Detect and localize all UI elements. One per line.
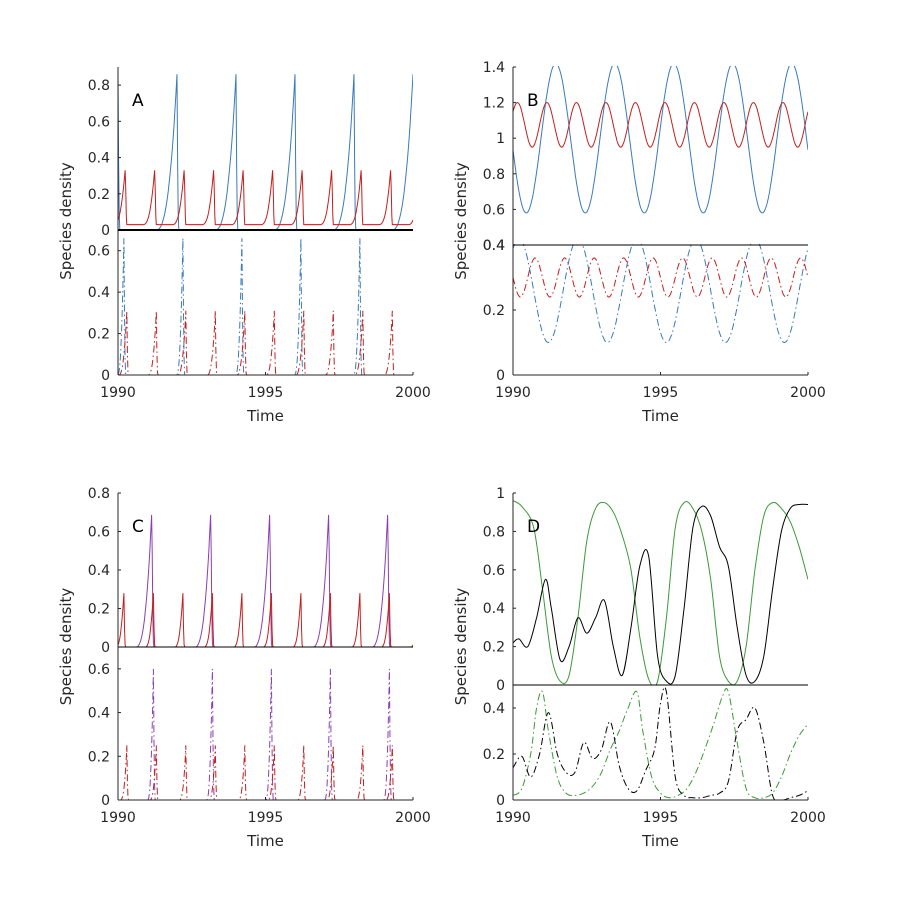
series-line-blue-dashdot — [513, 244, 808, 344]
subplot-bottom: 0 0.2 0.4 0.6 — [88, 238, 413, 384]
y-tick-label: 0.4 — [483, 238, 505, 254]
y-tick-label: 1.2 — [483, 96, 505, 112]
x-tick-label: 2000 — [395, 810, 431, 826]
y-tick-label: 0.2 — [88, 602, 110, 618]
y-tick-label: 0 — [101, 223, 110, 239]
series-line-black-dashdot — [513, 686, 808, 800]
y-axis-title: Species density — [452, 162, 470, 280]
series-line-purple-dashdot — [118, 668, 413, 800]
subplot-bottom: 0 0.2 0.4 0.6 — [88, 662, 413, 809]
y-tick-label: 0.2 — [88, 749, 110, 765]
x-tick-label: 2000 — [790, 385, 826, 401]
subplot-top: 0 0.2 0.4 0.6 0.8 — [88, 486, 413, 656]
subplot-bottom: 0 0.2 0.4 — [483, 686, 808, 809]
y-axis-title: Species density — [452, 588, 470, 706]
y-axis-title: Species density — [57, 588, 75, 706]
y-tick-label: 0.6 — [483, 563, 505, 579]
panel-d: 0 0.2 0.4 0.6 0.8 1 0 0.2 0.4 1990 1995 2000 Time Spe… — [452, 486, 826, 850]
x-tick-label: 1995 — [248, 810, 284, 826]
y-tick-label: 0.2 — [88, 327, 110, 343]
y-tick-label: 0.8 — [483, 167, 505, 183]
series-line-red-solid — [118, 170, 413, 226]
x-tick-label: 1995 — [248, 385, 284, 401]
y-tick-label: 0.8 — [483, 524, 505, 540]
y-tick-label: 0 — [496, 793, 505, 809]
series-line-black-solid — [513, 503, 808, 685]
panel-a: 0 0.2 0.4 0.6 0.8 0 0.2 0.4 0.6 1990 1995 2000 Time S… — [57, 67, 431, 425]
y-tick-label: 0.4 — [88, 151, 110, 167]
y-tick-label: 0.4 — [88, 563, 110, 579]
y-tick-label: 0.2 — [483, 303, 505, 319]
y-tick-label: 1 — [496, 486, 505, 502]
y-tick-label: 0.8 — [88, 78, 110, 94]
x-tick-label: 1990 — [100, 810, 136, 826]
y-tick-label: 0.6 — [88, 114, 110, 130]
y-tick-label: 0.4 — [483, 701, 505, 717]
series-line-blue-dashdot — [118, 238, 413, 375]
x-tick-label: 1990 — [100, 385, 136, 401]
y-tick-label: 0.4 — [88, 706, 110, 722]
y-tick-label: 1 — [496, 131, 505, 147]
subplot-top: 0.4 0.6 0.8 1 1.2 1.4 — [483, 60, 808, 254]
series-line-red-dashdot — [118, 745, 413, 800]
panel-label: A — [132, 91, 144, 111]
subplot-top: 0 0.2 0.4 0.6 0.8 — [88, 74, 413, 239]
y-tick-label: 0.6 — [483, 202, 505, 218]
panel-c: 0 0.2 0.4 0.6 0.8 0 0.2 0.4 0.6 1990 1995 2000 Time S… — [57, 486, 431, 850]
y-tick-label: 0.8 — [88, 486, 110, 502]
x-tick-label: 1995 — [643, 810, 679, 826]
series-line-red-dashdot — [513, 257, 808, 298]
y-tick-label: 0.6 — [88, 244, 110, 260]
x-axis-title: Time — [246, 407, 284, 425]
series-line-red-solid — [513, 102, 808, 148]
series-line-red-solid — [118, 593, 413, 647]
y-tick-label: 0 — [496, 678, 505, 694]
y-tick-label: 0.6 — [88, 662, 110, 678]
y-tick-label: 0.2 — [483, 747, 505, 763]
y-tick-label: 0 — [101, 640, 110, 656]
y-axis-title: Species density — [57, 162, 75, 280]
panel-label: B — [527, 91, 539, 111]
series-line-purple-solid — [118, 514, 413, 647]
y-tick-label: 0.4 — [88, 285, 110, 301]
subplot-top: 0 0.2 0.4 0.6 0.8 1 — [483, 486, 808, 694]
series-line-green-dashdot — [513, 688, 808, 800]
y-tick-label: 0.4 — [483, 238, 505, 254]
y-tick-label: 0 — [101, 368, 110, 384]
subplot-bottom: 0 0.2 0.4 — [483, 238, 808, 384]
panel-label: D — [527, 517, 540, 537]
x-tick-label: 1990 — [495, 385, 531, 401]
series-line-red-dashdot — [118, 310, 413, 375]
y-tick-label: 1.4 — [483, 60, 505, 76]
y-tick-label: 0 — [101, 793, 110, 809]
y-tick-label: 0.2 — [483, 640, 505, 656]
y-tick-label: 0.2 — [88, 187, 110, 203]
x-tick-label: 2000 — [395, 385, 431, 401]
x-tick-label: 2000 — [790, 810, 826, 826]
y-tick-label: 0.4 — [483, 601, 505, 617]
x-axis-title: Time — [641, 407, 679, 425]
y-tick-label: 0 — [496, 368, 505, 384]
x-tick-label: 1990 — [495, 810, 531, 826]
series-line-blue-solid — [118, 74, 413, 230]
x-tick-label: 1995 — [643, 385, 679, 401]
series-line-blue-solid — [513, 66, 808, 214]
series-line-green-solid — [513, 500, 808, 685]
y-tick-label: 0.6 — [88, 525, 110, 541]
x-axis-title: Time — [246, 832, 284, 850]
x-axis-title: Time — [641, 832, 679, 850]
panel-label: C — [132, 517, 144, 537]
